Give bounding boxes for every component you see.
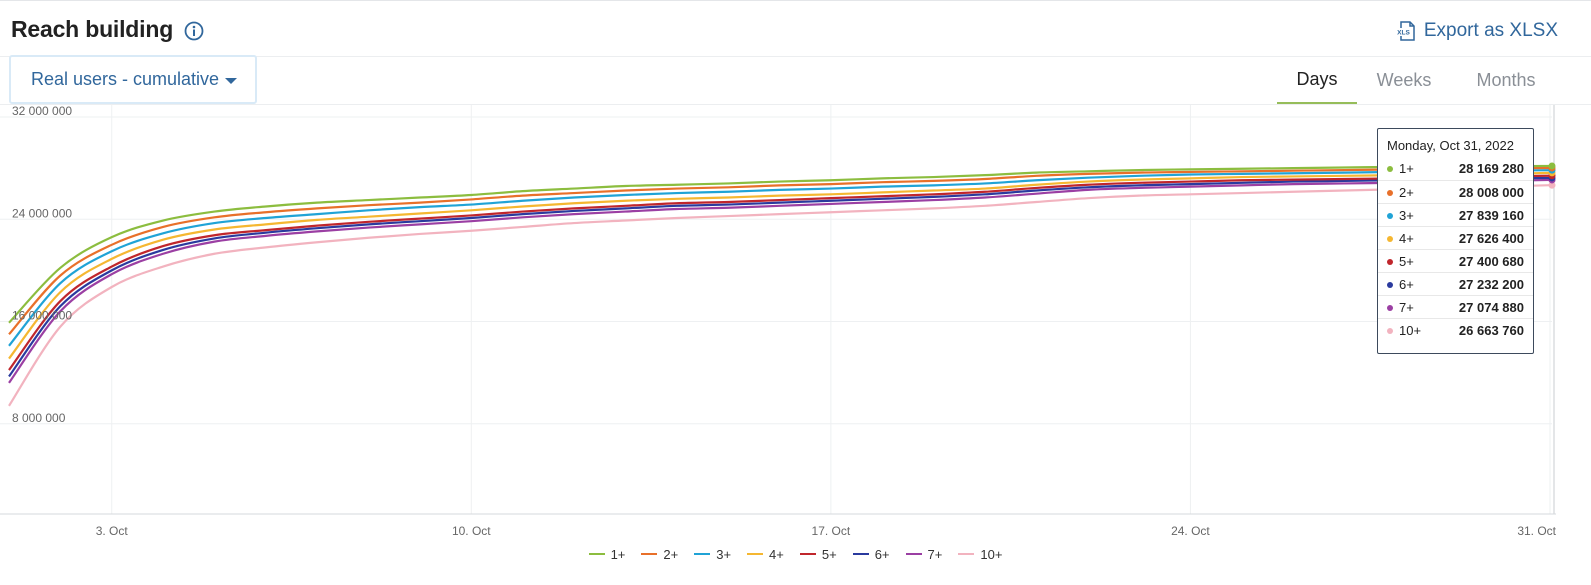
legend-item-4+[interactable]: 4+ xyxy=(747,547,784,562)
tooltip-series-name: 6+ xyxy=(1399,277,1414,292)
series-dot-icon xyxy=(1387,281,1393,288)
tooltip-row-1+: 1+ 28 169 280 xyxy=(1378,157,1533,180)
x-tick-label: 3. Oct xyxy=(96,524,129,538)
tab-weeks-label: Weeks xyxy=(1376,70,1432,90)
series-line-10+ xyxy=(8,184,1551,407)
y-tick-label: 8 000 000 xyxy=(12,411,66,425)
tab-months-label: Months xyxy=(1476,70,1536,90)
caret-down-icon xyxy=(225,77,238,84)
legend-label: 7+ xyxy=(927,546,943,562)
x-tick-label: 17. Oct xyxy=(812,524,851,538)
hover-marker-10+ xyxy=(1548,181,1556,189)
export-label: Export as XLSX xyxy=(1423,20,1558,41)
legend-swatch xyxy=(905,553,922,555)
tooltip-series-value: 28 008 000 xyxy=(1458,185,1524,200)
hover-marker-1+ xyxy=(1548,162,1556,170)
y-tick-label: 16 000 000 xyxy=(12,309,72,323)
dropdown-label: Real users - cumulative xyxy=(31,69,220,89)
tab-weeks[interactable]: Weeks xyxy=(1362,57,1446,104)
series-line-5+ xyxy=(8,174,1551,371)
legend-label: 4+ xyxy=(769,546,784,562)
tab-days-label: Days xyxy=(1296,69,1338,89)
legend-item-5+[interactable]: 5+ xyxy=(799,546,837,562)
series-dot-icon xyxy=(1387,165,1393,172)
legend-swatch xyxy=(641,553,658,555)
x-tick-label: 10. Oct xyxy=(452,524,491,538)
tooltip-series-name: 7+ xyxy=(1399,300,1414,315)
chart-tooltip: Monday, Oct 31, 2022 1+ 28 169 280 2+ 28 00… xyxy=(1377,128,1534,354)
tab-months[interactable]: Months xyxy=(1460,57,1552,104)
legend-label: 5+ xyxy=(821,546,837,562)
series-line-4+ xyxy=(8,171,1551,360)
legend-swatch xyxy=(694,553,711,555)
y-tick-label: 32 000 000 xyxy=(12,105,72,118)
tooltip-series-value: 28 169 280 xyxy=(1458,161,1524,176)
legend-item-7+[interactable]: 7+ xyxy=(905,546,943,562)
legend-label: 1+ xyxy=(610,546,626,562)
series-line-7+ xyxy=(8,178,1551,384)
tooltip-series-value: 26 663 760 xyxy=(1458,323,1524,338)
tooltip-series-name: 5+ xyxy=(1399,254,1414,269)
tooltip-series-name: 10+ xyxy=(1399,323,1422,338)
series-line-1+ xyxy=(8,164,1551,324)
legend-item-1+[interactable]: 1+ xyxy=(588,546,626,562)
legend-swatch xyxy=(747,553,764,555)
info-circle-icon[interactable] xyxy=(184,21,204,41)
metric-dropdown[interactable]: Real users - cumulative xyxy=(9,55,257,104)
legend-swatch xyxy=(852,553,869,555)
series-line-2+ xyxy=(8,166,1551,336)
tooltip-series-name: 2+ xyxy=(1399,185,1414,200)
header-divider xyxy=(0,56,1591,57)
legend-item-3+[interactable]: 3+ xyxy=(694,547,731,562)
legend-label: 10+ xyxy=(980,546,1003,562)
x-tick-label: 31. Oct xyxy=(1517,524,1556,538)
legend-label: 3+ xyxy=(716,546,732,562)
series-dot-icon xyxy=(1387,327,1393,334)
tooltip-series-value: 27 626 400 xyxy=(1458,231,1524,246)
legend-swatch xyxy=(588,553,605,555)
tooltip-row-3+: 3+ 27 839 160 xyxy=(1378,203,1533,227)
series-dot-icon xyxy=(1387,212,1393,219)
tooltip-row-6+: 6+ 27 232 200 xyxy=(1378,272,1533,296)
tooltip-date: Monday, Oct 31, 2022 xyxy=(1387,138,1514,153)
legend-item-2+[interactable]: 2+ xyxy=(641,547,678,562)
tab-days[interactable]: Days xyxy=(1277,57,1357,104)
series-dot-icon xyxy=(1387,189,1393,196)
export-xlsx-button[interactable]: XLS Export as XLSX xyxy=(1396,19,1558,43)
tooltip-row-2+: 2+ 28 008 000 xyxy=(1378,180,1533,204)
chart-legend: 1+ 2+ 3+ 4+ 5+ 6+ 7+ 10+ xyxy=(0,542,1591,566)
legend-label: 6+ xyxy=(874,546,890,562)
xls-file-icon: XLS xyxy=(1396,21,1415,41)
legend-item-10+[interactable]: 10+ xyxy=(958,547,1002,562)
tooltip-series-value: 27 400 680 xyxy=(1458,254,1524,269)
tooltip-series-value: 27 232 200 xyxy=(1458,277,1524,292)
series-dot-icon xyxy=(1387,235,1393,242)
legend-item-6+[interactable]: 6+ xyxy=(852,546,890,562)
tooltip-row-5+: 5+ 27 400 680 xyxy=(1378,249,1533,273)
y-tick-label: 24 000 000 xyxy=(12,206,72,220)
series-dot-icon xyxy=(1387,258,1393,265)
legend-label: 2+ xyxy=(663,546,679,562)
reach-line-chart: 8 000 000 16 000 000 24 000 000 32 000 000 3… xyxy=(0,105,1557,538)
tooltip-row-4+: 4+ 27 626 400 xyxy=(1378,226,1533,250)
x-tick-label: 24. Oct xyxy=(1171,524,1210,538)
tooltip-series-name: 3+ xyxy=(1399,208,1414,223)
series-dot-icon xyxy=(1387,304,1393,311)
tooltip-series-value: 27 074 880 xyxy=(1458,300,1524,315)
tooltip-row-10+: 10+ 26 663 760 xyxy=(1378,318,1533,342)
tooltip-series-value: 27 839 160 xyxy=(1458,208,1524,223)
series-line-3+ xyxy=(8,169,1551,347)
series-line-6+ xyxy=(8,176,1551,378)
tooltip-row-7+: 7+ 27 074 880 xyxy=(1378,295,1533,319)
tooltip-series-name: 1+ xyxy=(1399,161,1414,176)
controls-divider xyxy=(0,104,1591,105)
legend-swatch xyxy=(958,553,975,555)
tooltip-series-name: 4+ xyxy=(1399,231,1414,246)
legend-swatch xyxy=(799,553,816,555)
svg-text:XLS: XLS xyxy=(1397,30,1410,37)
page-title: Reach building xyxy=(11,16,174,42)
